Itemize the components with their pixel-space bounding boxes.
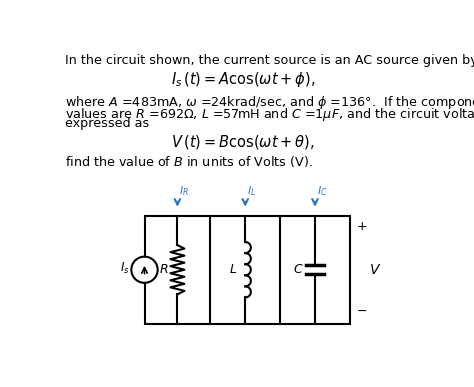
Circle shape	[131, 257, 158, 283]
Text: where $A$ =483mA, $\omega$ =24krad/sec, and $\phi$ =136°.  If the component: where $A$ =483mA, $\omega$ =24krad/sec, …	[64, 94, 474, 111]
Text: $R$: $R$	[159, 263, 168, 276]
Text: $C$: $C$	[293, 263, 304, 276]
Text: $I_s$: $I_s$	[120, 261, 130, 276]
Text: expressed as: expressed as	[64, 117, 149, 130]
Text: $I_R$: $I_R$	[179, 184, 189, 198]
Text: $I_L$: $I_L$	[247, 184, 256, 198]
Text: −: −	[356, 305, 367, 317]
Text: find the value of $B$ in units of Volts (V).: find the value of $B$ in units of Volts …	[64, 154, 312, 169]
Text: +: +	[356, 220, 367, 233]
Text: $V$: $V$	[369, 263, 382, 277]
Text: $V\,(t) = B\mathrm{cos}(\omega t + \theta),$: $V\,(t) = B\mathrm{cos}(\omega t + \thet…	[171, 133, 315, 151]
Text: $I_C$: $I_C$	[317, 184, 327, 198]
Text: values are $R$ =692Ω, $L$ =57mH and $C$ =1$\mu F$, and the circuit voltage is: values are $R$ =692Ω, $L$ =57mH and $C$ …	[64, 106, 474, 123]
Text: $I_s\,(t) = A\mathrm{cos}(\omega t + \phi),$: $I_s\,(t) = A\mathrm{cos}(\omega t + \ph…	[171, 70, 315, 89]
Text: In the circuit shown, the current source is an AC source given by: In the circuit shown, the current source…	[64, 54, 474, 67]
Bar	[145, 216, 350, 324]
Text: $L$: $L$	[229, 263, 237, 276]
